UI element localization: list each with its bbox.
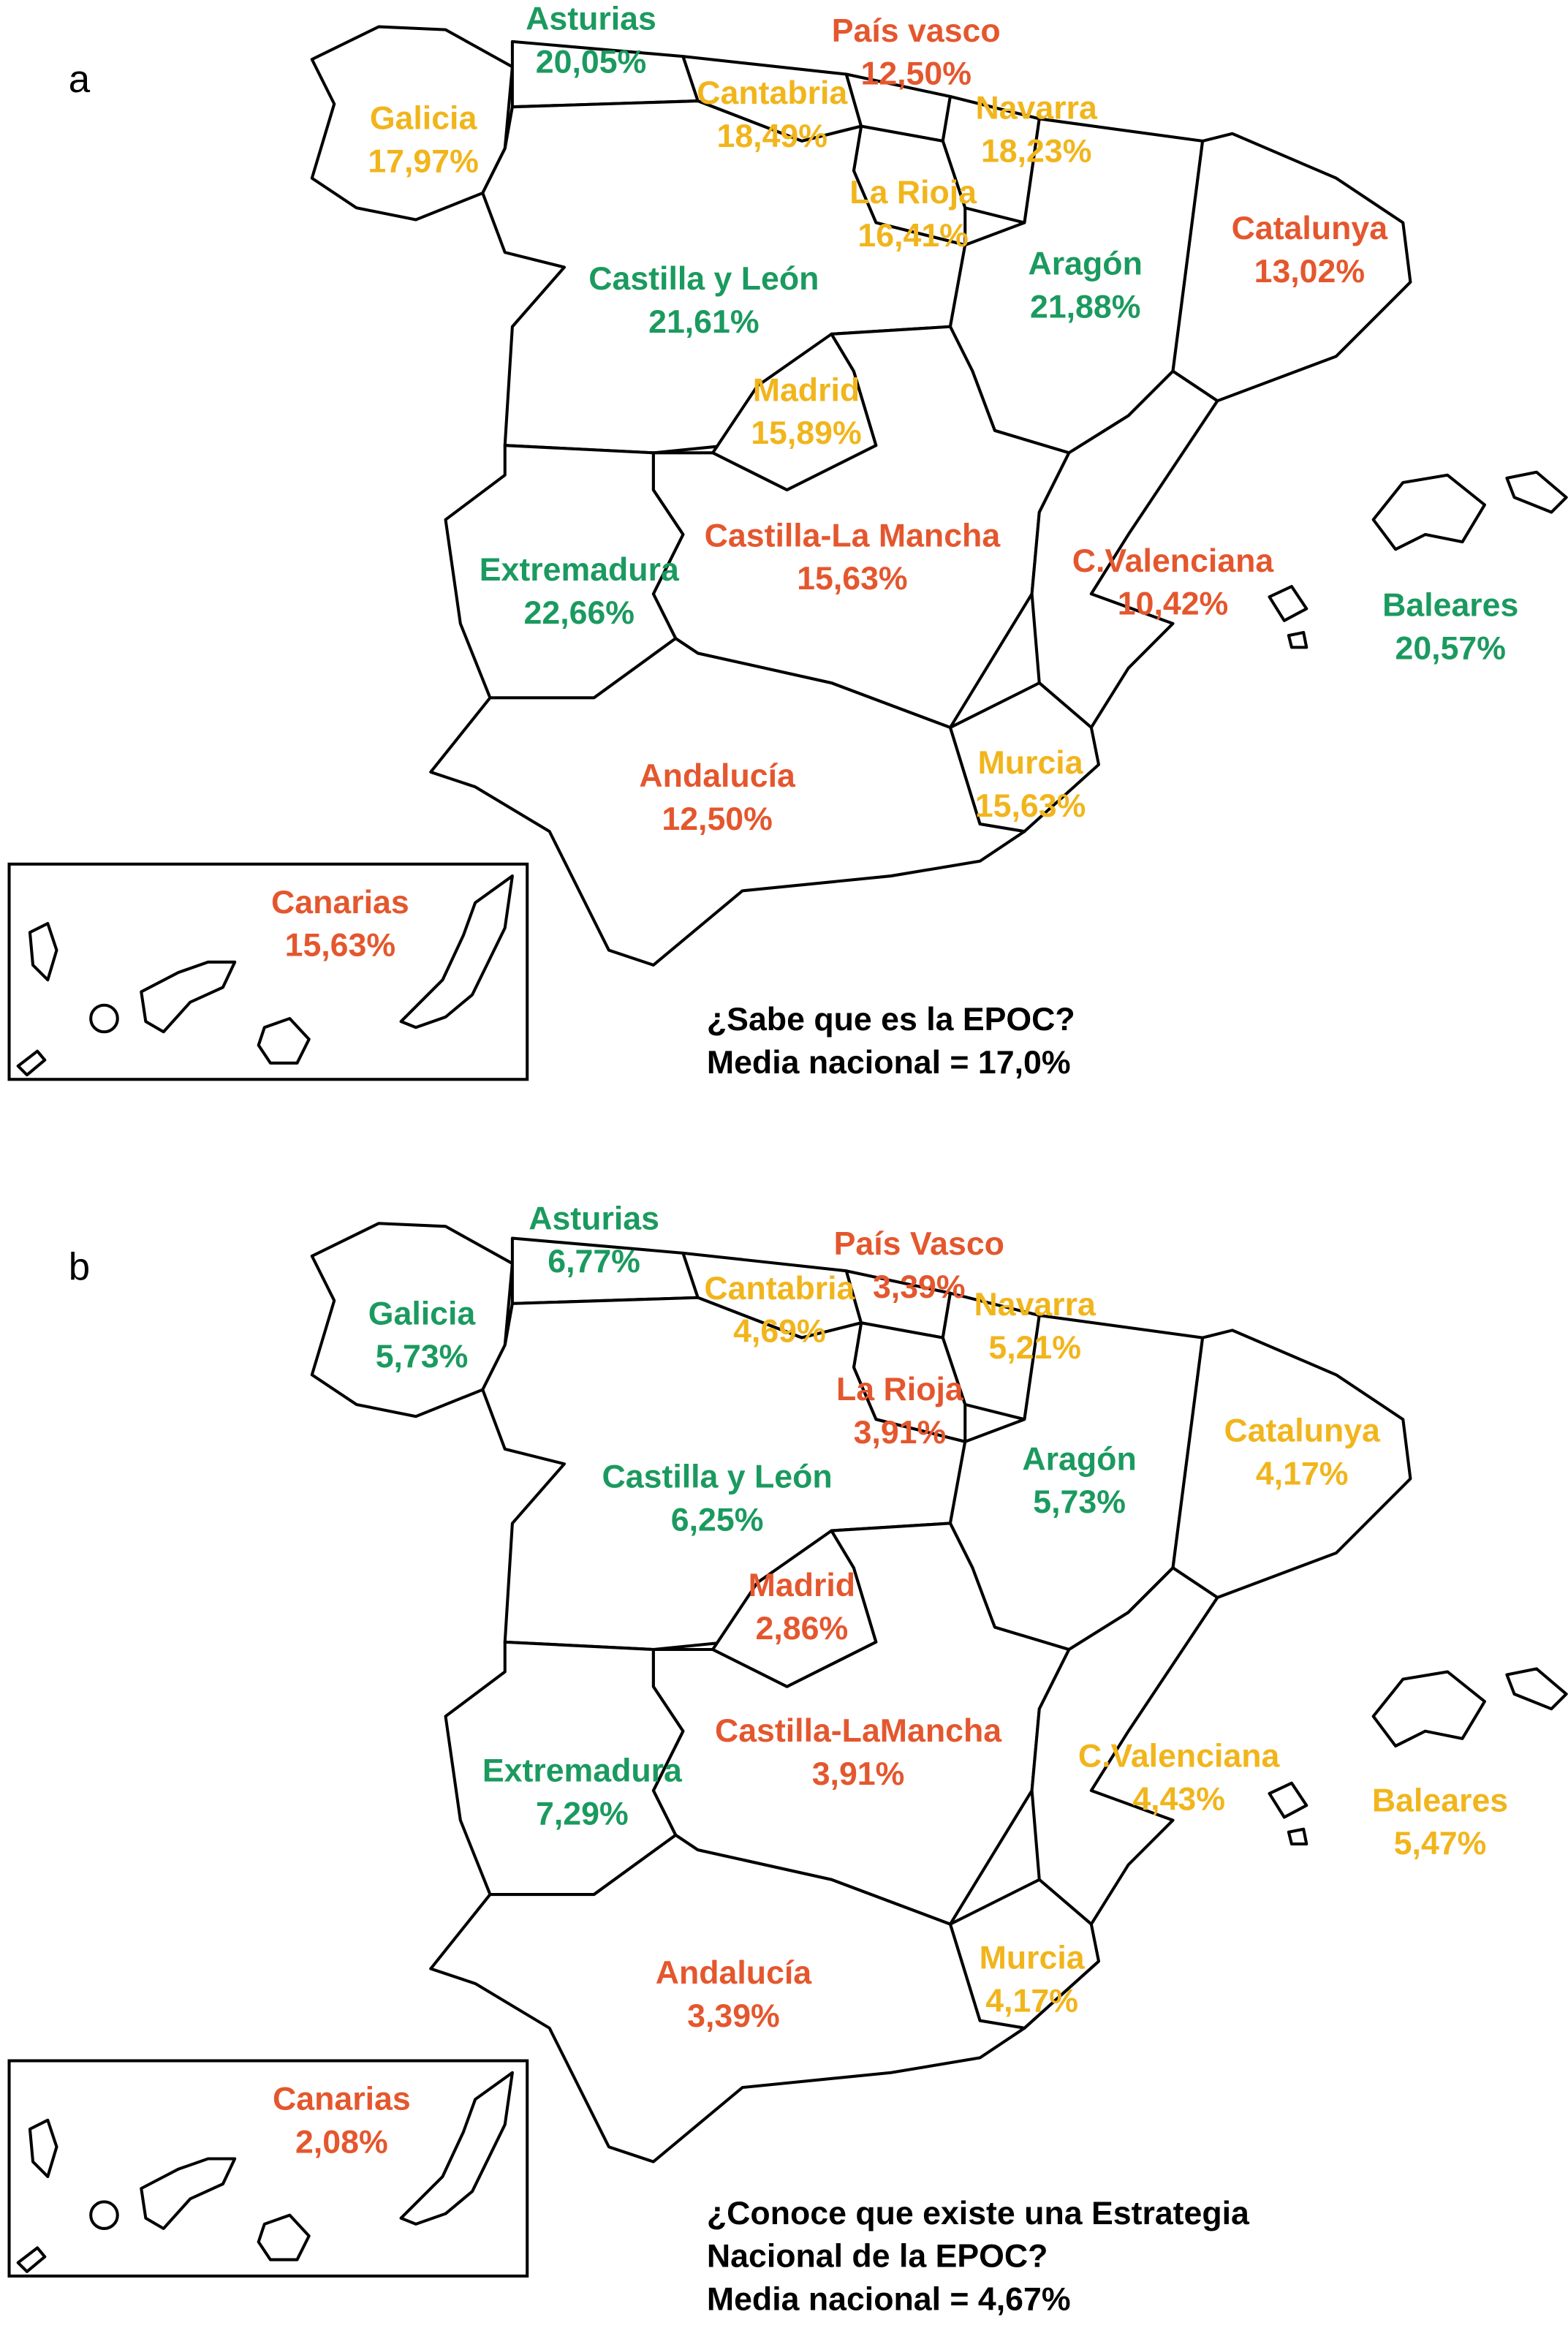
region-name: Galicia xyxy=(370,101,478,137)
region-value: 3,91% xyxy=(854,1415,947,1451)
region-value: 21,61% xyxy=(648,304,759,340)
region-name: Navarra xyxy=(974,1287,1097,1323)
region-name: C.Valenciana xyxy=(1078,1738,1281,1774)
national-mean: Media nacional = 17,0% xyxy=(707,1045,1071,1081)
region-value: 6,77% xyxy=(548,1244,640,1280)
region-name: Canarias xyxy=(271,885,409,921)
region-value: 18,23% xyxy=(981,133,1091,169)
region-name: Baleares xyxy=(1382,588,1518,624)
region-value: 7,29% xyxy=(536,1796,629,1832)
region-value: 15,63% xyxy=(975,788,1086,824)
region-name: Galicia xyxy=(368,1296,477,1331)
region-name: Cantabria xyxy=(704,1271,855,1307)
region-name: Extremadura xyxy=(482,1753,683,1789)
panel-letter: a xyxy=(69,58,91,101)
region-name: Andalucía xyxy=(656,1955,813,1991)
region-name: Castilla y León xyxy=(602,1459,833,1495)
region-name: Aragón xyxy=(1022,1441,1136,1477)
region-value: 5,73% xyxy=(1033,1484,1126,1520)
region-value: 13,02% xyxy=(1254,254,1365,290)
region-name: Castilla y León xyxy=(588,261,819,297)
region-value: 5,73% xyxy=(376,1339,469,1375)
region-name: País vasco xyxy=(832,13,1001,49)
national-mean: Media nacional = 4,67% xyxy=(707,2282,1071,2318)
region-value: 17,97% xyxy=(368,144,478,180)
region-value: 5,47% xyxy=(1394,1826,1487,1862)
region-value: 4,43% xyxy=(1132,1781,1225,1817)
region-value: 22,66% xyxy=(524,595,635,631)
region-name: Catalunya xyxy=(1232,211,1389,246)
question: ¿Sabe que es la EPOC? xyxy=(707,1002,1075,1038)
region-value: 12,50% xyxy=(860,56,971,92)
region-value: 3,91% xyxy=(812,1756,905,1792)
region-value: 16,41% xyxy=(857,218,968,254)
region-value: 18,49% xyxy=(717,118,827,154)
region-name: Castilla-LaMancha xyxy=(715,1713,1002,1749)
region-name: Murcia xyxy=(980,1940,1086,1976)
region-value: 5,21% xyxy=(988,1330,1081,1366)
region-value: 6,25% xyxy=(671,1503,764,1538)
region-name: Castilla-La Mancha xyxy=(705,518,1001,553)
region-value: 3,39% xyxy=(687,1998,780,2034)
region-value: 20,05% xyxy=(536,45,646,80)
region-name: Asturias xyxy=(529,1201,659,1236)
region-name: Murcia xyxy=(978,745,1084,781)
region-value: 4,17% xyxy=(985,1983,1078,2019)
region-name: Asturias xyxy=(526,1,656,37)
region-value: 20,57% xyxy=(1395,631,1506,667)
region-name: Madrid xyxy=(749,1568,855,1603)
region-name: Aragón xyxy=(1029,246,1143,282)
region-value: 2,86% xyxy=(756,1611,849,1647)
panel-letter: b xyxy=(69,1245,90,1288)
region-name: La Rioja xyxy=(849,175,977,211)
region-name: Extremadura xyxy=(480,552,680,588)
region-value: 4,17% xyxy=(1256,1456,1349,1492)
question: Nacional de la EPOC? xyxy=(707,2239,1048,2275)
region-name: País Vasco xyxy=(834,1226,1004,1262)
region-name: Andalucía xyxy=(639,758,796,794)
region-value: 12,50% xyxy=(662,801,772,837)
question: ¿Conoce que existe una Estrategia xyxy=(707,2196,1250,2231)
region-name: C.Valenciana xyxy=(1072,543,1275,579)
labels: a Asturias 20,05% País vasco 12,50% Galicia 17… xyxy=(69,1,1519,2318)
region-name: Catalunya xyxy=(1224,1413,1381,1449)
region-name: Canarias xyxy=(273,2082,411,2117)
region-value: 15,63% xyxy=(797,561,907,597)
region-name: Cantabria xyxy=(697,75,848,111)
map-b xyxy=(10,1223,1567,2276)
region-value: 15,63% xyxy=(285,928,395,964)
region-value: 10,42% xyxy=(1118,586,1228,622)
region-value: 4,69% xyxy=(733,1314,826,1350)
region-value: 15,89% xyxy=(751,415,861,451)
region-value: 21,88% xyxy=(1030,290,1140,325)
region-name: Madrid xyxy=(753,372,860,408)
region-value: 3,39% xyxy=(873,1269,966,1305)
region-name: Navarra xyxy=(976,90,1099,126)
region-value: 2,08% xyxy=(295,2124,388,2160)
region-name: Baleares xyxy=(1372,1783,1508,1818)
region-name: La Rioja xyxy=(836,1372,964,1407)
